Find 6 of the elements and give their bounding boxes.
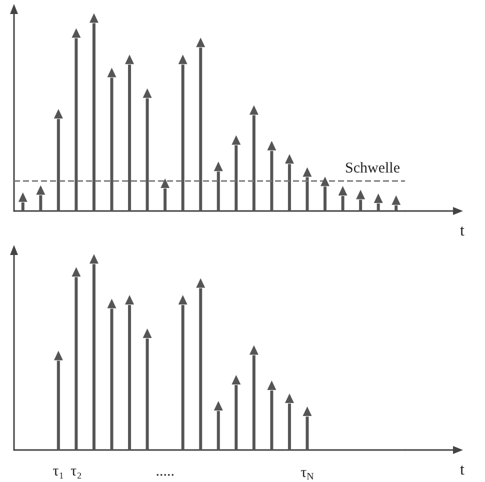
x-tick-label: τ₁ [52, 464, 64, 480]
ref-line-label: Schwelle [345, 160, 400, 176]
x-tick-label: τ₂ [70, 464, 82, 480]
x-axis-title: t [460, 222, 465, 240]
x-tick-label: ..... [156, 464, 174, 480]
x-axis-title: t [460, 462, 465, 478]
